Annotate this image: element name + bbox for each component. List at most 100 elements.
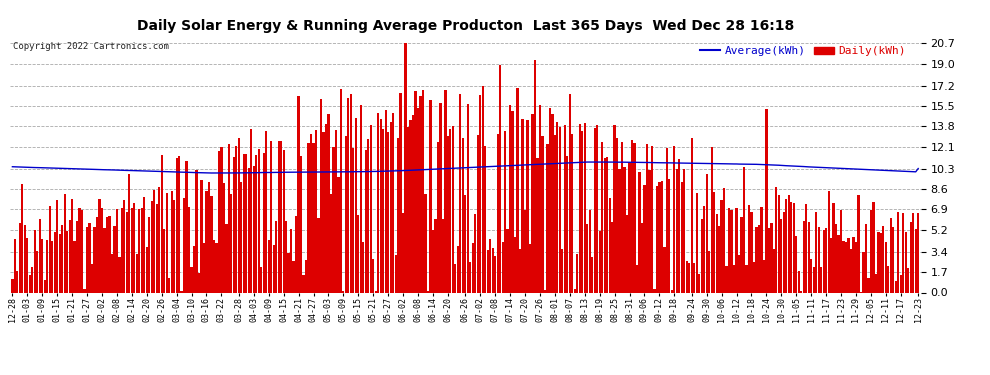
Bar	[338, 177, 340, 292]
Legend: Average(kWh), Daily(kWh): Average(kWh), Daily(kWh)	[695, 42, 911, 61]
Bar	[614, 125, 616, 292]
Bar	[752, 262, 755, 292]
Bar	[688, 263, 690, 292]
Bar	[14, 239, 16, 292]
Bar	[78, 209, 81, 292]
Bar	[693, 263, 695, 292]
Bar	[658, 182, 660, 292]
Bar	[877, 231, 879, 292]
Bar	[514, 237, 516, 292]
Bar	[691, 138, 693, 292]
Bar	[131, 209, 133, 292]
Bar	[663, 247, 665, 292]
Bar	[542, 136, 544, 292]
Bar	[479, 95, 481, 292]
Bar	[728, 207, 731, 292]
Bar	[757, 225, 760, 292]
Bar	[175, 158, 178, 292]
Bar	[586, 224, 588, 292]
Bar	[551, 114, 553, 292]
Bar	[26, 238, 29, 292]
Bar	[872, 202, 874, 292]
Bar	[544, 290, 546, 292]
Bar	[795, 236, 797, 292]
Bar	[783, 212, 785, 292]
Bar	[718, 226, 721, 292]
Bar	[272, 244, 275, 292]
Bar	[42, 240, 44, 292]
Bar	[262, 153, 265, 292]
Bar	[372, 259, 374, 292]
Bar	[882, 226, 884, 292]
Bar	[165, 193, 167, 292]
Bar	[636, 265, 639, 292]
Bar	[731, 210, 733, 292]
Bar	[163, 229, 165, 292]
Bar	[461, 138, 464, 292]
Bar	[267, 240, 270, 292]
Bar	[451, 126, 454, 292]
Bar	[47, 240, 49, 292]
Bar	[260, 267, 262, 292]
Bar	[111, 255, 113, 292]
Bar	[706, 174, 708, 292]
Bar	[364, 150, 367, 292]
Bar	[96, 217, 98, 292]
Bar	[788, 195, 790, 292]
Bar	[778, 195, 780, 292]
Bar	[226, 224, 228, 292]
Bar	[98, 199, 101, 292]
Bar	[313, 143, 315, 292]
Bar	[644, 185, 645, 292]
Bar	[553, 135, 556, 292]
Bar	[578, 124, 581, 292]
Bar	[855, 242, 857, 292]
Bar	[469, 262, 471, 292]
Bar	[389, 122, 392, 292]
Bar	[678, 159, 680, 292]
Bar	[568, 94, 571, 292]
Bar	[61, 225, 63, 292]
Bar	[158, 187, 160, 292]
Bar	[213, 240, 215, 292]
Bar	[400, 93, 402, 292]
Bar	[723, 188, 726, 292]
Bar	[223, 183, 225, 292]
Bar	[285, 222, 287, 292]
Bar	[763, 260, 765, 292]
Bar	[558, 127, 561, 292]
Bar	[838, 235, 840, 292]
Bar	[698, 274, 700, 292]
Bar	[833, 202, 835, 292]
Bar	[736, 208, 738, 292]
Bar	[287, 253, 290, 292]
Bar	[265, 131, 267, 292]
Bar	[522, 119, 524, 292]
Bar	[86, 227, 88, 292]
Bar	[571, 134, 573, 292]
Bar	[394, 255, 397, 292]
Bar	[437, 142, 439, 292]
Bar	[900, 275, 902, 292]
Bar	[73, 241, 75, 292]
Bar	[865, 224, 867, 292]
Bar	[626, 215, 629, 292]
Bar	[696, 193, 698, 292]
Bar	[19, 223, 21, 292]
Bar	[780, 219, 782, 292]
Bar	[476, 135, 479, 292]
Bar	[584, 123, 586, 292]
Bar	[912, 213, 915, 292]
Bar	[524, 210, 526, 292]
Bar	[589, 210, 591, 292]
Bar	[825, 228, 828, 292]
Bar	[68, 219, 70, 292]
Bar	[741, 217, 742, 292]
Bar	[895, 281, 897, 292]
Bar	[671, 290, 673, 292]
Bar	[852, 237, 854, 292]
Bar	[835, 224, 838, 292]
Bar	[573, 289, 576, 292]
Bar	[726, 266, 728, 292]
Bar	[849, 249, 852, 292]
